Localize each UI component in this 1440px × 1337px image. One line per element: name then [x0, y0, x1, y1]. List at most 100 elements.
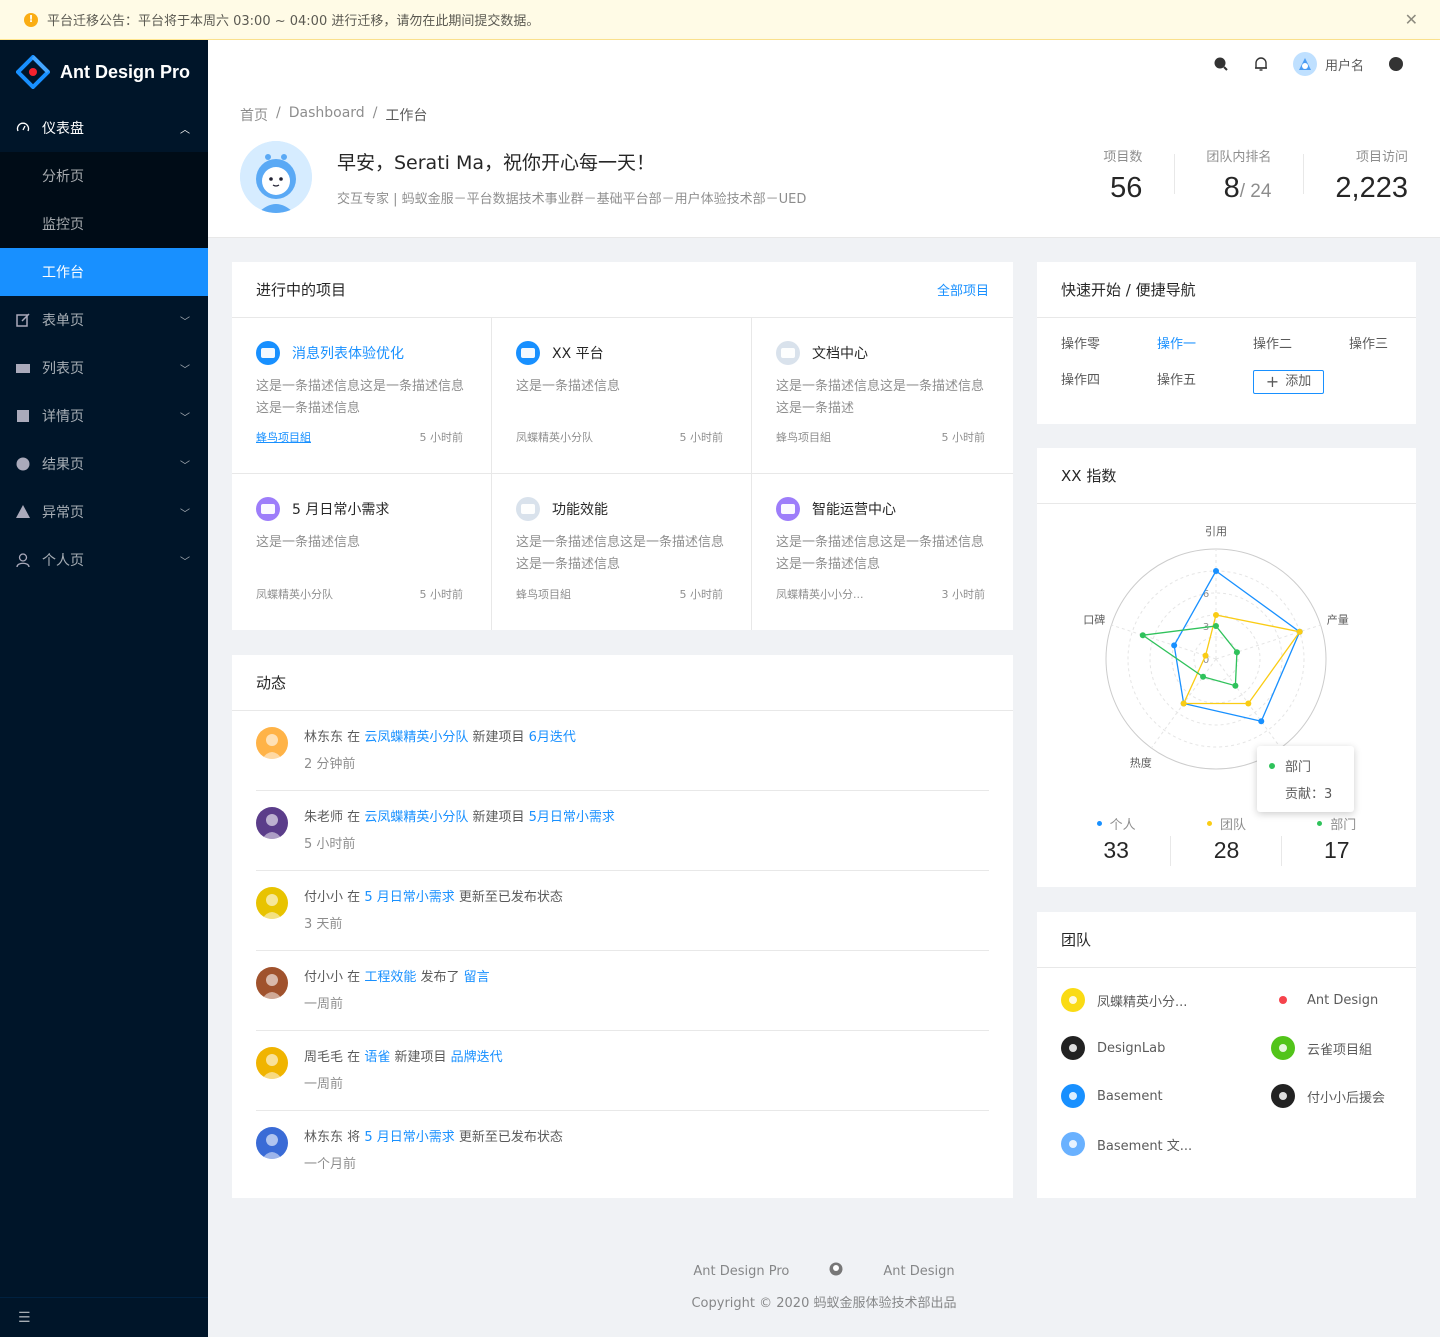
- menu-result[interactable]: 结果页 ﹀: [0, 440, 208, 488]
- project-item[interactable]: 功能效能 这是一条描述信息这是一条描述信息这是一条描述信息 蜂鸟项目組 5 小时前: [492, 474, 752, 630]
- quick-link[interactable]: 操作二: [1253, 337, 1293, 352]
- menu-profile[interactable]: 详情页 ﹀: [0, 392, 208, 440]
- user-avatar: [240, 141, 312, 213]
- project-logo-icon: [516, 341, 540, 365]
- radar-point: [1213, 623, 1219, 629]
- stat-projects: 项目数 56: [1071, 146, 1174, 206]
- team-item[interactable]: DesignLab: [1061, 1036, 1271, 1060]
- activity-link[interactable]: 5 月日常小需求: [364, 1130, 455, 1145]
- collapse-button[interactable]: ☰: [0, 1297, 208, 1337]
- project-item[interactable]: XX 平台 这是一条描述信息 凤蝶精英小分队 5 小时前: [492, 318, 752, 474]
- menu-form[interactable]: 表单页 ﹀: [0, 296, 208, 344]
- activity-item: 周毛毛 在 语雀 新建项目 品牌迭代 一周前: [256, 1031, 989, 1111]
- activity-link[interactable]: 语雀: [364, 1050, 391, 1065]
- project-group[interactable]: 蜂鸟项目組: [256, 431, 311, 444]
- globe-icon: [1389, 57, 1403, 71]
- team-name: DesignLab: [1097, 1040, 1166, 1056]
- sidebar: Ant Design Pro 仪表盘 ︿ 分析页 监控页 工作台 表单页 ﹀ 列…: [0, 40, 208, 1337]
- activity-link[interactable]: 6月迭代: [528, 730, 576, 745]
- language-button[interactable]: [1376, 40, 1416, 88]
- chevron-down-icon: ﹀: [180, 509, 190, 520]
- legend-item[interactable]: 团队 28: [1170, 814, 1276, 866]
- radar-point: [1171, 642, 1178, 649]
- project-item[interactable]: 文档中心 这是一条描述信息这是一条描述信息这是一条描述 蜂鸟项目組 5 小时前: [752, 318, 1013, 474]
- logo[interactable]: Ant Design Pro: [0, 40, 208, 104]
- activity-link[interactable]: 品牌迭代: [450, 1050, 503, 1065]
- team-item[interactable]: 凤蝶精英小分...: [1061, 988, 1271, 1012]
- project-name[interactable]: 5 月日常小需求: [292, 502, 390, 518]
- project-item[interactable]: 5 月日常小需求 这是一条描述信息 凤蝶精英小分队 5 小时前: [232, 474, 492, 630]
- project-item[interactable]: 消息列表体验优化 这是一条描述信息这是一条描述信息这是一条描述信息 蜂鸟项目組 5 小…: [232, 318, 492, 474]
- legend-item[interactable]: 部门 17: [1280, 814, 1387, 866]
- stat-value: 56: [1110, 172, 1143, 204]
- project-group[interactable]: 凤蝶精英小分队: [516, 431, 593, 444]
- activity-link[interactable]: 云凤蝶精英小分队: [364, 810, 469, 825]
- project-name[interactable]: 功能效能: [552, 502, 608, 518]
- team-item[interactable]: Basement: [1061, 1084, 1271, 1108]
- team-item[interactable]: Ant Design: [1271, 988, 1417, 1012]
- menu-list[interactable]: 列表页 ﹀: [0, 344, 208, 392]
- project-group[interactable]: 凤蝶精英小小分...: [776, 588, 864, 601]
- menu-dashboard-label: 仪表盘: [42, 121, 84, 137]
- breadcrumb-dashboard[interactable]: Dashboard: [288, 105, 365, 121]
- project-name[interactable]: 智能运营中心: [812, 502, 896, 518]
- close-icon[interactable]: ✕: [1404, 10, 1418, 29]
- quick-nav-card: 快速开始 / 便捷导航 操作零 操作一 操作二 操作三 操作四 操作五 + 添加: [1037, 262, 1416, 424]
- legend-marker: [1317, 821, 1323, 826]
- project-name[interactable]: 消息列表体验优化: [292, 346, 404, 362]
- activity-link[interactable]: 工程效能: [364, 970, 417, 985]
- card-title: XX 指数: [1037, 448, 1416, 504]
- team-item[interactable]: 付小小后援会: [1271, 1084, 1417, 1108]
- quick-link[interactable]: 操作四: [1061, 373, 1101, 388]
- menu-monitor[interactable]: 监控页: [42, 217, 84, 233]
- project-item[interactable]: 智能运营中心 这是一条描述信息这是一条描述信息这是一条描述信息 凤蝶精英小小分...…: [752, 474, 1013, 630]
- breadcrumb-home[interactable]: 首页: [240, 108, 268, 124]
- project-group[interactable]: 凤蝶精英小分队: [256, 588, 333, 601]
- activity-verb: 在: [347, 890, 361, 905]
- footer-link-pro[interactable]: Ant Design Pro: [693, 1263, 790, 1279]
- add-link-button[interactable]: + 添加: [1253, 370, 1324, 394]
- quick-link[interactable]: 操作三: [1349, 337, 1389, 352]
- project-name[interactable]: 文档中心: [812, 346, 868, 362]
- header-stats: 项目数 56 团队内排名 8/ 24 项目访问 2,223: [1071, 146, 1408, 206]
- avatar: [256, 807, 288, 839]
- radar-card: XX 指数 引用产量贡献 热度 口碑 0 3 6 部门 贡献：3 个人 33 团队 28 部门 17: [1037, 448, 1416, 887]
- activity-link[interactable]: 5 月日常小需求: [364, 890, 455, 905]
- quick-link[interactable]: 操作一: [1157, 337, 1197, 352]
- project-group[interactable]: 蜂鸟项目組: [516, 588, 571, 601]
- legend-name: 个人: [1109, 818, 1136, 833]
- radar-point: [1213, 568, 1219, 574]
- project-name[interactable]: XX 平台: [552, 346, 604, 362]
- menu-account[interactable]: 个人页 ﹀: [0, 536, 208, 584]
- activity-link[interactable]: 云凤蝶精英小分队: [364, 730, 469, 745]
- menu-dashboard[interactable]: 仪表盘 ︿: [0, 104, 208, 152]
- quick-link[interactable]: 操作五: [1157, 373, 1197, 388]
- team-name: Basement 文...: [1097, 1138, 1193, 1154]
- project-desc: 这是一条描述信息: [256, 535, 361, 550]
- search-button[interactable]: [1201, 40, 1241, 88]
- activity-link[interactable]: 留言: [463, 970, 490, 985]
- github-icon[interactable]: [829, 1262, 843, 1280]
- all-projects-link[interactable]: 全部项目: [936, 284, 989, 299]
- bell-icon: [1254, 57, 1267, 71]
- menu-exception[interactable]: 异常页 ﹀: [0, 488, 208, 536]
- radar-series-line: [1182, 614, 1301, 705]
- user-dropdown[interactable]: 用户名: [1281, 40, 1376, 88]
- team-item[interactable]: 云雀项目組: [1271, 1036, 1417, 1060]
- activity-time: 5 小时前: [304, 837, 356, 852]
- radar-point: [1180, 700, 1187, 707]
- menu-workplace[interactable]: 工作台: [0, 248, 208, 296]
- notification-button[interactable]: [1241, 40, 1281, 88]
- project-time: 5 小时前: [679, 588, 724, 601]
- menu-analysis[interactable]: 分析页: [42, 169, 84, 185]
- menu-form-label: 表单页: [42, 313, 84, 329]
- activity-link[interactable]: 5月日常小需求: [528, 810, 615, 825]
- rank-value: 8: [1223, 172, 1240, 204]
- team-item[interactable]: Basement 文...: [1061, 1132, 1271, 1156]
- footer-link-antd[interactable]: Ant Design: [883, 1263, 955, 1279]
- project-time: 3 小时前: [941, 588, 986, 601]
- quick-link[interactable]: 操作零: [1061, 337, 1101, 352]
- project-group[interactable]: 蜂鸟项目組: [776, 431, 831, 444]
- legend-item[interactable]: 个人 33: [1066, 814, 1166, 864]
- radar-point: [1233, 649, 1240, 656]
